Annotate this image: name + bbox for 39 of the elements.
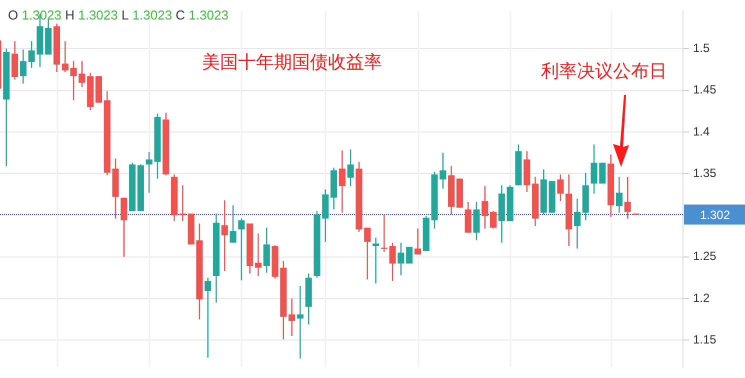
y-tick-label: 1.45	[693, 82, 717, 97]
candlestick	[238, 218, 245, 281]
annotation: 利率决议公布日	[541, 60, 667, 81]
y-tick-label: 1.4	[693, 124, 710, 138]
candlestick	[62, 40, 68, 73]
candlestick	[624, 176, 631, 220]
candlestick	[398, 242, 404, 276]
candlestick	[263, 227, 270, 274]
candlestick	[364, 227, 371, 280]
candlestick	[574, 198, 580, 250]
candlestick	[20, 48, 26, 84]
annotation: O 1.3023 H 1.3023 L 1.3023 C 1.3023	[8, 8, 228, 23]
candlestick	[616, 176, 622, 214]
candlestick	[482, 185, 488, 230]
y-tick-label: 1.5	[693, 40, 710, 55]
candlestick	[389, 242, 396, 282]
candlestick	[204, 277, 212, 358]
candlestick	[221, 200, 228, 272]
candlestick	[464, 201, 472, 234]
candlestick	[557, 174, 564, 202]
candlestick	[473, 201, 480, 241]
candlestick	[12, 40, 18, 80]
y-tick-label: 1.15	[693, 332, 717, 346]
candlestick	[288, 298, 296, 337]
candlestick	[230, 204, 236, 244]
candlestick	[120, 197, 128, 258]
candlestick	[380, 214, 388, 252]
y-tick-label: 1.35	[693, 166, 717, 180]
candlestick	[414, 228, 421, 255]
ref-line-label: 1.302	[700, 208, 730, 222]
candlestick	[490, 210, 497, 230]
y-tick-label: 1.2	[693, 290, 710, 305]
candlestick	[296, 285, 304, 360]
candlestick	[347, 148, 354, 187]
candlestick	[372, 237, 380, 284]
text: 美国十年期国债收益率	[202, 52, 382, 72]
candlestick	[254, 232, 262, 277]
y-tick-label: 1.25	[693, 249, 717, 264]
candlestick	[338, 150, 346, 214]
